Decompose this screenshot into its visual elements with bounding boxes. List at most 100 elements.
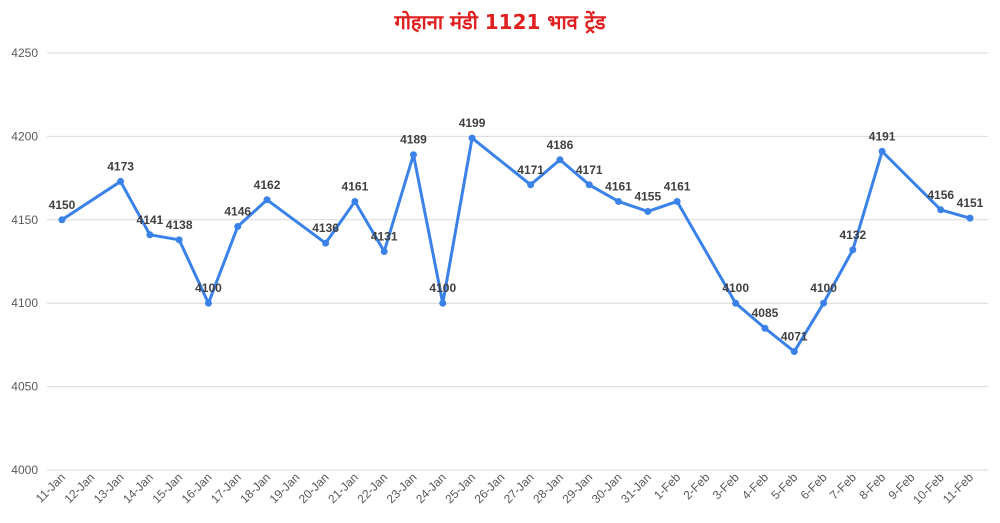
- data-point: [146, 231, 154, 239]
- x-tick-label: 28-Jan: [530, 470, 566, 506]
- x-tick-label: 14-Jan: [120, 470, 156, 506]
- x-tick-label: 18-Jan: [237, 470, 273, 506]
- data-point: [878, 147, 886, 155]
- data-label: 4100: [195, 281, 222, 295]
- x-tick-label: 17-Jan: [208, 470, 244, 506]
- data-point: [820, 299, 828, 307]
- x-tick-label: 20-Jan: [296, 470, 332, 506]
- data-label: 4173: [107, 159, 134, 173]
- chart-title: गोहाना मंडी 1121 भाव ट्रेंड: [394, 10, 606, 34]
- y-tick-label: 4000: [11, 463, 38, 477]
- data-label: 4131: [371, 229, 398, 243]
- y-tick-label: 4200: [11, 129, 38, 143]
- data-label: 4162: [254, 178, 281, 192]
- data-label: 4071: [781, 330, 808, 344]
- data-label: 4161: [664, 179, 691, 193]
- data-point: [966, 214, 974, 222]
- data-point: [556, 156, 564, 164]
- x-tick-label: 25-Jan: [442, 470, 478, 506]
- x-tick-label: 4-Feb: [739, 470, 771, 502]
- x-tick-label: 22-Jan: [354, 470, 390, 506]
- x-tick-label: 29-Jan: [559, 470, 595, 506]
- data-point-layer: [58, 134, 974, 356]
- x-tick-label: 26-Jan: [472, 470, 508, 506]
- data-point: [468, 134, 476, 142]
- data-label: 4141: [137, 213, 164, 227]
- x-tick-label: 8-Feb: [856, 470, 888, 502]
- x-tick-label: 27-Jan: [501, 470, 537, 506]
- data-point: [615, 197, 623, 205]
- data-label: 4100: [429, 281, 456, 295]
- x-tick-label: 13-Jan: [91, 470, 127, 506]
- x-tick-label: 11-Jan: [33, 470, 68, 505]
- data-label: 4151: [957, 196, 984, 210]
- data-point: [644, 207, 652, 215]
- data-label: 4136: [312, 221, 339, 235]
- data-point: [175, 236, 183, 244]
- data-label: 4155: [634, 189, 661, 203]
- x-tick-label: 30-Jan: [589, 470, 625, 506]
- series-line-layer: [60, 136, 972, 354]
- data-point: [439, 299, 447, 307]
- x-tick-label: 21-Jan: [325, 470, 361, 506]
- data-label: 4191: [869, 129, 896, 143]
- data-point: [58, 216, 66, 224]
- x-tick-label: 31-Jan: [618, 470, 654, 506]
- data-point: [234, 222, 242, 230]
- data-label: 4161: [605, 179, 632, 193]
- data-point: [849, 246, 857, 254]
- data-point: [585, 181, 593, 189]
- x-tick-label: 16-Jan: [179, 470, 215, 506]
- data-label: 4150: [49, 198, 76, 212]
- data-label: 4171: [576, 163, 603, 177]
- data-label: 4100: [810, 281, 837, 295]
- data-label: 4132: [839, 228, 866, 242]
- data-point: [732, 299, 740, 307]
- data-label: 4161: [342, 179, 369, 193]
- data-point: [204, 299, 212, 307]
- data-label: 4085: [752, 306, 779, 320]
- y-axis-ticks: 4000 4050 4100 4150 4200 4250: [11, 46, 38, 477]
- grid-layer: [47, 52, 988, 471]
- x-tick-label: 15-Jan: [149, 470, 185, 506]
- data-label: 4199: [459, 116, 486, 130]
- data-point: [761, 324, 769, 332]
- data-point: [351, 197, 359, 205]
- data-point: [380, 247, 388, 255]
- data-point: [409, 151, 417, 159]
- data-label: 4186: [547, 138, 574, 152]
- data-label: 4171: [517, 163, 544, 177]
- data-label: 4189: [400, 133, 427, 147]
- x-tick-label: 12-Jan: [62, 470, 98, 506]
- y-tick-label: 4100: [11, 296, 38, 310]
- x-tick-label: 3-Feb: [710, 470, 742, 502]
- x-tick-label: 1-Feb: [651, 470, 683, 502]
- y-tick-label: 4050: [11, 380, 38, 394]
- data-point: [322, 239, 330, 247]
- data-point: [263, 196, 271, 204]
- y-tick-label: 4150: [11, 213, 38, 227]
- data-label: 4100: [722, 281, 749, 295]
- data-point: [790, 348, 798, 356]
- x-tick-label: 24-Jan: [413, 470, 449, 506]
- data-point: [937, 206, 945, 214]
- data-point: [117, 177, 125, 185]
- x-axis-ticks: 11-Jan12-Jan13-Jan14-Jan15-Jan16-Jan17-J…: [33, 470, 976, 507]
- data-label: 4156: [927, 188, 954, 202]
- data-point: [527, 181, 535, 189]
- data-label: 4146: [224, 204, 251, 218]
- x-tick-label: 23-Jan: [384, 470, 420, 506]
- x-tick-label: 7-Feb: [827, 470, 859, 502]
- y-tick-label: 4250: [11, 46, 38, 60]
- series-line: [60, 136, 972, 354]
- x-tick-label: 2-Feb: [680, 470, 712, 502]
- x-tick-label: 10-Feb: [910, 470, 947, 507]
- data-label: 4138: [166, 218, 193, 232]
- x-tick-label: 19-Jan: [267, 470, 303, 506]
- x-tick-label: 5-Feb: [768, 470, 800, 502]
- x-tick-label: 6-Feb: [798, 470, 830, 502]
- x-tick-label: 11-Feb: [940, 470, 976, 506]
- data-point: [673, 197, 681, 205]
